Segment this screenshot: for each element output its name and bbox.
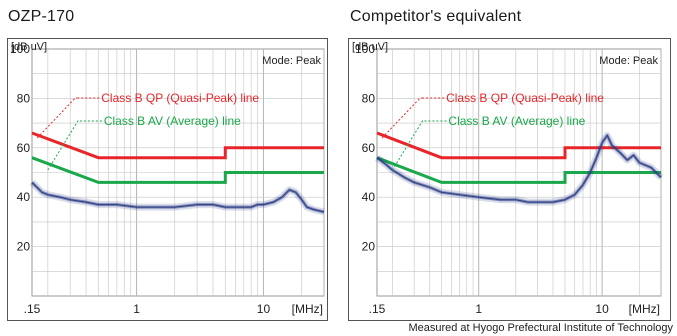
y-tick-label: 80 <box>362 91 376 105</box>
x-axis-label: [MHz] <box>629 302 660 316</box>
chart-title-competitor: Competitor's equivalent <box>350 8 522 25</box>
y-tick-label: 60 <box>17 141 31 155</box>
y-tick-label: 20 <box>17 240 31 254</box>
annotation-label: Class B AV (Average) line <box>448 114 585 128</box>
chart-svg-competitor: [dB uV] Mode: Peak 20 40 60 80 100 .15 1 10 [MHz] C… <box>352 41 664 316</box>
chart-panel-ozp-170: [dB uV] Mode: Peak 20 40 60 80 100 .15 1 10 [MHz] C… <box>7 38 328 321</box>
x-tick-label: .15 <box>24 302 41 316</box>
chart-panel-competitor: [dB uV] Mode: Peak 20 40 60 80 100 .15 1 10 [MHz] C… <box>348 38 671 321</box>
av-limit-line <box>376 156 661 184</box>
measurement-caption: Measured at Hyogo Prefectural Institute … <box>408 322 673 334</box>
annotation-label: Class B QP (Quasi-Peak) line <box>101 91 259 105</box>
x-tick-label: 10 <box>257 302 271 316</box>
y-tick-label: 60 <box>362 141 376 155</box>
chart-svg-ozp-170: [dB uV] Mode: Peak 20 40 60 80 100 .15 1 10 [MHz] C… <box>10 41 325 316</box>
y-axis-label: [dB uV] <box>352 41 388 53</box>
x-tick-label: 1 <box>475 302 482 316</box>
noise-trace <box>31 182 325 213</box>
annotation-leader <box>391 120 425 171</box>
y-tick-label: 40 <box>17 190 31 204</box>
mode-label: Mode: Peak <box>599 55 658 67</box>
noise-trace <box>376 134 662 203</box>
annotation-leader <box>47 120 80 171</box>
chart-title-ozp-170: OZP-170 <box>8 8 75 25</box>
y-tick-label: 80 <box>17 91 31 105</box>
annotation-label: Class B QP (Quasi-Peak) line <box>446 91 604 105</box>
annotation-leader <box>381 97 423 139</box>
annotation-leader <box>36 97 78 139</box>
y-tick-label: 100 <box>355 42 375 56</box>
x-tick-label: 10 <box>595 302 609 316</box>
av-limit-line <box>31 156 324 184</box>
mode-label: Mode: Peak <box>262 55 321 67</box>
y-tick-label: 20 <box>362 240 376 254</box>
y-axis-label: [dB uV] <box>11 41 47 53</box>
y-tick-label: 40 <box>362 190 376 204</box>
annotation-label: Class B AV (Average) line <box>104 114 241 128</box>
x-tick-label: 1 <box>133 302 140 316</box>
y-tick-label: 100 <box>10 42 30 56</box>
x-tick-label: .15 <box>369 302 386 316</box>
x-axis-label: [MHz] <box>292 302 323 316</box>
qp-limit-line <box>31 131 324 160</box>
qp-limit-line <box>376 131 661 160</box>
